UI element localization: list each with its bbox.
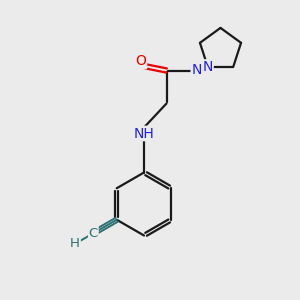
Text: H: H bbox=[70, 237, 80, 250]
Text: C: C bbox=[89, 227, 98, 240]
Text: N: N bbox=[202, 60, 213, 74]
Text: N: N bbox=[191, 64, 202, 77]
Text: NH: NH bbox=[134, 127, 154, 140]
Text: O: O bbox=[136, 55, 146, 68]
